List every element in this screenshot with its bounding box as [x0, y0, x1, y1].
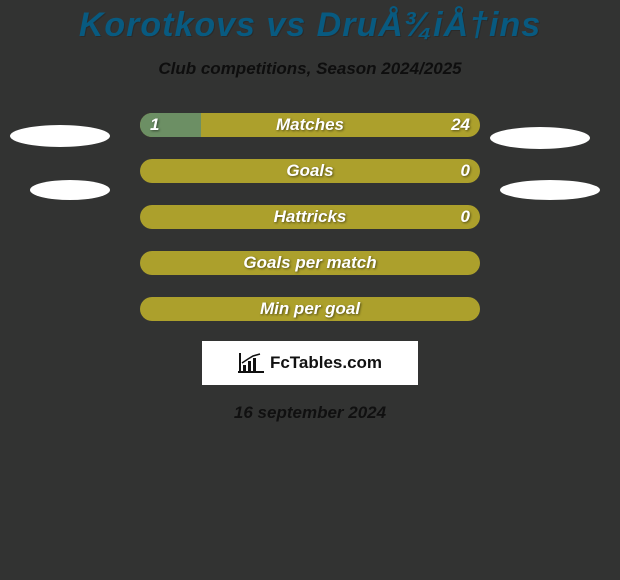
stat-value-right: 0: [461, 205, 470, 229]
stat-bar-matches: Matches124: [140, 113, 480, 137]
stat-value-right: 0: [461, 159, 470, 183]
stat-bar-goals: Goals0: [140, 159, 480, 183]
decorative-ellipse: [30, 180, 110, 200]
brand-text: FcTables.com: [270, 353, 382, 373]
decorative-ellipse: [490, 127, 590, 149]
stat-bar-gpm: Goals per match: [140, 251, 480, 275]
stat-value-right: 24: [451, 113, 470, 137]
stat-bar-hattricks: Hattricks0: [140, 205, 480, 229]
page-title: Korotkovs vs DruÅ¾iÅ†ins: [79, 6, 541, 45]
comparison-infographic: Korotkovs vs DruÅ¾iÅ†ins Club competitio…: [0, 0, 620, 580]
stat-row-gpm: Goals per match: [0, 251, 620, 275]
stat-row-mpg: Min per goal: [0, 297, 620, 321]
brand-box: FcTables.com: [202, 341, 418, 385]
stat-label: Min per goal: [140, 297, 480, 321]
decorative-ellipse: [500, 180, 600, 200]
subtitle: Club competitions, Season 2024/2025: [158, 59, 461, 79]
stat-label: Goals: [140, 159, 480, 183]
stat-label: Goals per match: [140, 251, 480, 275]
stat-row-hattricks: Hattricks0: [0, 205, 620, 229]
brand-chart-icon: [238, 353, 264, 373]
stat-label: Hattricks: [140, 205, 480, 229]
stat-row-goals: Goals0: [0, 159, 620, 183]
stat-bar-left: [140, 113, 201, 137]
stat-bar-mpg: Min per goal: [140, 297, 480, 321]
date: 16 september 2024: [234, 403, 386, 423]
decorative-ellipse: [10, 125, 110, 147]
